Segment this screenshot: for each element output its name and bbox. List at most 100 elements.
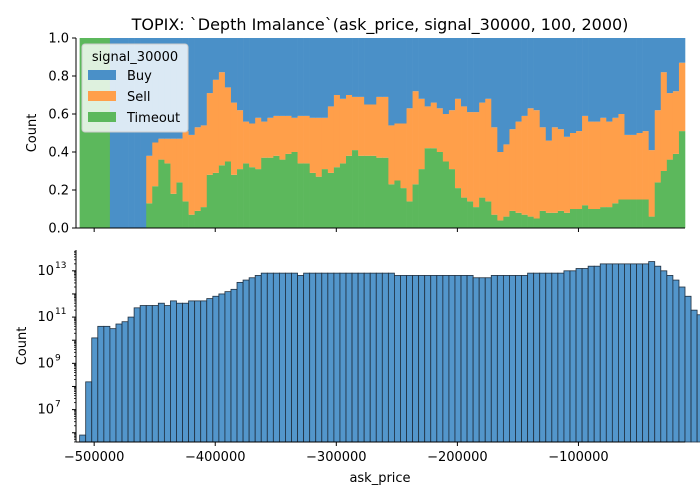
hist-bar-36 (297, 275, 305, 443)
bar-buy-82 (576, 38, 583, 132)
bar-buy-21 (206, 38, 214, 94)
hist-bar-65 (472, 277, 480, 443)
bar-timeout-16 (176, 182, 183, 228)
bar-buy-58 (430, 38, 438, 103)
bar-buy-65 (473, 38, 480, 113)
bar-sell-21 (206, 93, 214, 175)
bar-timeout-50 (382, 157, 389, 228)
bar-buy-75 (533, 38, 541, 111)
bar-sell-33 (279, 115, 286, 160)
hist-bar-57 (424, 275, 432, 443)
hist-bar-73 (521, 275, 529, 443)
bar-timeout-28 (249, 167, 256, 228)
hist-bar-71 (509, 275, 516, 443)
bar-timeout-91 (630, 199, 637, 228)
bar-sell-81 (569, 133, 577, 209)
bar-timeout-85 (594, 209, 601, 228)
bar-timeout-44 (345, 155, 353, 228)
bar-sell-15 (170, 138, 177, 194)
bar-timeout-69 (497, 220, 504, 228)
bar-sell-91 (630, 134, 637, 200)
bar-buy-77 (545, 38, 553, 141)
bar-buy-50 (382, 38, 389, 97)
bar-buy-28 (249, 38, 256, 124)
bar-buy-59 (436, 38, 444, 109)
hist-bar-46 (357, 272, 365, 443)
bar-buy-44 (345, 38, 353, 95)
bar-buy-83 (582, 38, 589, 116)
bar-timeout-82 (576, 209, 583, 228)
hist-bar-70 (502, 275, 510, 443)
legend-swatch-sell (88, 91, 116, 101)
hist-bar-20 (200, 300, 208, 443)
bar-sell-94 (648, 150, 656, 217)
hist-bar-53 (400, 275, 407, 443)
bar-timeout-29 (255, 169, 262, 228)
bar-sell-52 (394, 123, 401, 181)
bar-sell-87 (606, 121, 613, 208)
bar-timeout-33 (279, 159, 286, 228)
bar-buy-53 (400, 38, 407, 124)
bar-timeout-41 (327, 172, 335, 228)
bar-timeout-18 (188, 214, 195, 228)
hist-bar-24 (224, 291, 232, 443)
bar-sell-71 (509, 129, 516, 211)
hist-bar-47 (363, 272, 371, 443)
bar-timeout-74 (527, 216, 534, 228)
bar-sell-40 (321, 117, 329, 170)
hist-bar-35 (291, 272, 298, 443)
bar-timeout-59 (436, 152, 444, 228)
hist-bar-7 (121, 321, 129, 443)
figure-title: TOPIX: `Depth Imalance`(ask_price, signa… (131, 15, 629, 35)
bar-sell-62 (454, 98, 462, 189)
bar-buy-96 (660, 38, 668, 73)
bar-sell-97 (666, 93, 674, 160)
bar-sell-60 (442, 114, 450, 162)
bar-timeout-53 (400, 188, 407, 228)
hist-bar-4 (103, 325, 111, 443)
bar-timeout-67 (485, 201, 492, 228)
bar-timeout-12 (152, 186, 159, 228)
bar-buy-94 (648, 38, 656, 151)
bar-timeout-84 (588, 209, 595, 228)
bar-buy-42 (333, 38, 341, 95)
hist-bar-39 (315, 272, 323, 443)
bar-sell-27 (243, 121, 250, 164)
top-ytick-label-3: 0.6 (48, 108, 69, 123)
bar-sell-63 (461, 106, 468, 198)
bar-timeout-19 (194, 210, 202, 228)
bar-buy-52 (394, 38, 401, 124)
hist-bar-34 (285, 272, 292, 443)
legend-label-timeout: Timeout (126, 111, 180, 126)
bar-sell-59 (436, 108, 444, 152)
bottom-xtick-label-3: −200000 (427, 450, 488, 465)
hist-bar-5 (109, 328, 117, 443)
bar-timeout-61 (448, 169, 456, 228)
legend: signal_30000 Buy Sell Timeout (81, 43, 189, 133)
hist-bar-59 (436, 275, 444, 443)
bar-timeout-21 (206, 174, 214, 228)
hist-bar-81 (569, 270, 577, 443)
bar-sell-54 (406, 108, 413, 202)
bar-sell-36 (297, 115, 304, 164)
bar-buy-35 (291, 38, 298, 118)
bar-timeout-86 (600, 207, 607, 228)
hist-bar-77 (545, 272, 553, 443)
hist-bar-28 (248, 277, 256, 443)
hist-bar-14 (163, 305, 171, 443)
hist-bar-25 (230, 288, 238, 443)
hist-bar-92 (636, 263, 644, 443)
bar-buy-63 (461, 38, 468, 107)
legend-label-sell: Sell (127, 90, 150, 105)
bar-buy-29 (255, 38, 262, 118)
bar-buy-72 (515, 38, 522, 122)
bar-sell-48 (370, 104, 377, 156)
bar-buy-46 (358, 38, 365, 97)
bar-sell-30 (261, 121, 268, 158)
bar-timeout-92 (636, 199, 643, 228)
hist-bar-3 (97, 325, 105, 443)
bar-buy-34 (285, 38, 292, 116)
bar-timeout-22 (212, 172, 220, 228)
hist-bar-30 (260, 272, 268, 443)
hist-bar-1 (85, 381, 93, 443)
